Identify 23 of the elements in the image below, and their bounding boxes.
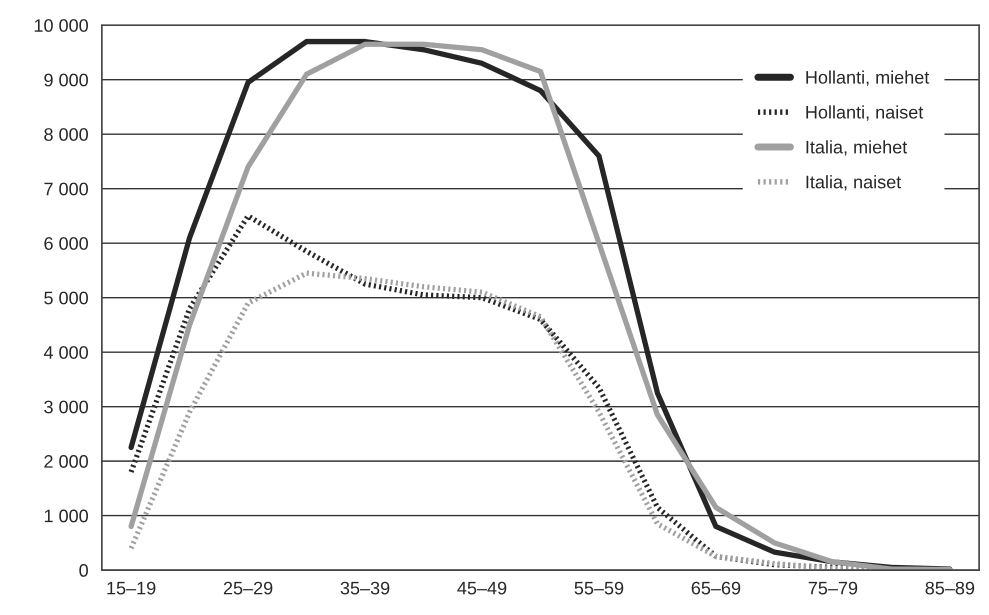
legend-label: Hollanti, miehet [806,70,930,86]
x-tick-label: 25–29 [224,582,272,594]
y-tick-label: 6 000 [44,237,88,250]
x-tick-label: 15–19 [107,582,156,594]
x-tick-label: 75–79 [808,582,858,594]
y-tick-label: 10 000 [34,19,88,32]
legend-label: Hollanti, naiset [806,105,924,121]
legend-label: Italia, naiset [806,175,902,191]
y-tick-label: 3 000 [44,400,88,414]
y-tick-label: 1 000 [44,510,88,522]
y-tick-label: 7 000 [44,182,88,196]
y-tick-label: 9 000 [44,74,88,86]
x-tick-label: 65–69 [692,582,740,594]
x-tick-label: 55–59 [574,582,624,594]
y-tick-label: 2 000 [44,455,88,468]
x-tick-label: 35–39 [340,582,390,594]
y-tick-label: 0 [79,564,88,577]
y-tick-label: 4 000 [44,346,88,359]
x-tick-label: 85–89 [926,582,974,594]
legend-label: Italia, miehet [806,140,908,156]
y-tick-label: 5 000 [44,292,88,304]
y-tick-label: 8 000 [44,128,88,141]
x-tick-label: 45–49 [457,582,506,594]
